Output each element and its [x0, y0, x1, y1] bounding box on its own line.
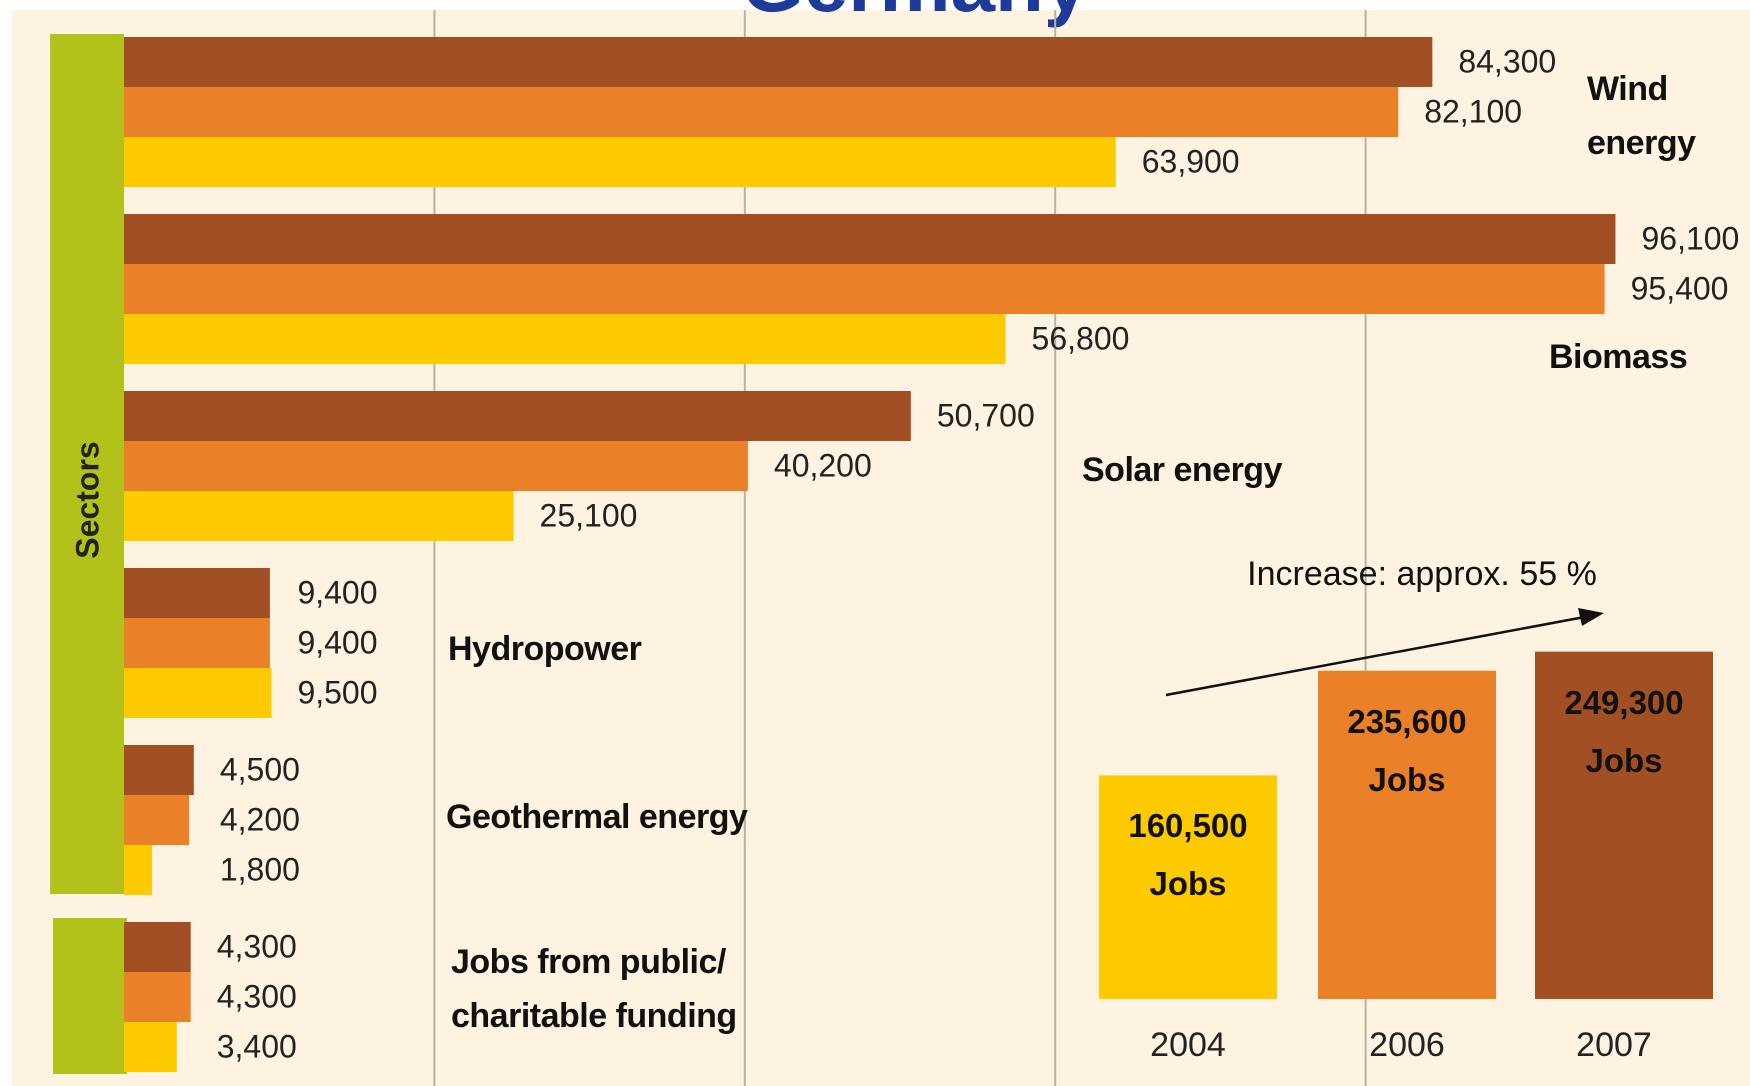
category-label: Hydropower [448, 630, 642, 668]
bar [1099, 775, 1277, 999]
category-label: Biomass [1549, 338, 1688, 376]
bar [124, 264, 1605, 314]
value-label: 4,500 [220, 751, 300, 787]
category-label: Jobs from public/ charitable funding [451, 943, 737, 1035]
annotation: Increase: approx. 55 % [1247, 555, 1597, 593]
category-label: Wind energy [1587, 70, 1696, 162]
x-tick-label: 2007 [1576, 1026, 1652, 1064]
value-label: 95,400 [1631, 270, 1729, 306]
value-label: 84,300 [1458, 43, 1556, 79]
value-label: 1,800 [220, 851, 300, 887]
sector-band [53, 918, 127, 1074]
bar [124, 37, 1433, 87]
bar [124, 618, 270, 668]
bar [124, 668, 272, 718]
bar [124, 137, 1116, 187]
value-label: 3,400 [217, 1028, 297, 1064]
sector-band [50, 34, 124, 894]
bar [1318, 670, 1496, 999]
category-label: Geothermal energy [446, 798, 748, 836]
value-label: 50,700 [937, 397, 1035, 433]
bar [124, 314, 1006, 364]
value-label: 96,100 [1641, 220, 1739, 256]
bar [124, 491, 514, 541]
value-label: 9,500 [297, 674, 377, 710]
value-label: 4,300 [217, 978, 297, 1014]
chart-title: Germany [742, 0, 1089, 28]
bar [124, 214, 1616, 264]
trend-arrow [1165, 614, 1591, 697]
value-label: 235,600 Jobs [1347, 702, 1467, 798]
bar [124, 972, 191, 1022]
value-label: 9,400 [297, 624, 377, 660]
value-label: 4,300 [217, 928, 297, 964]
value-label: 40,200 [774, 447, 872, 483]
bar [124, 441, 748, 491]
value-label: 63,900 [1142, 143, 1240, 179]
category-label: Solar energy [1082, 451, 1282, 489]
bar [124, 391, 911, 441]
x-tick-label: 2006 [1369, 1026, 1445, 1064]
bar [124, 922, 191, 972]
bar [124, 1022, 177, 1072]
bar [124, 568, 270, 618]
bar [1535, 651, 1713, 999]
bar [124, 845, 152, 895]
x-tick-label: 2004 [1150, 1026, 1226, 1064]
bar [124, 745, 194, 795]
value-label: 4,200 [220, 801, 300, 837]
value-label: 9,400 [297, 574, 377, 610]
value-label: 82,100 [1424, 93, 1522, 129]
arrow-head [1578, 608, 1604, 626]
bar [124, 87, 1399, 137]
value-label: 249,300 Jobs [1564, 683, 1684, 779]
value-label: 25,100 [540, 497, 638, 533]
value-label: 56,800 [1032, 320, 1130, 356]
bar [124, 795, 190, 845]
value-label: 160,500 Jobs [1128, 807, 1248, 903]
y-axis-label: Sectors [69, 441, 105, 558]
